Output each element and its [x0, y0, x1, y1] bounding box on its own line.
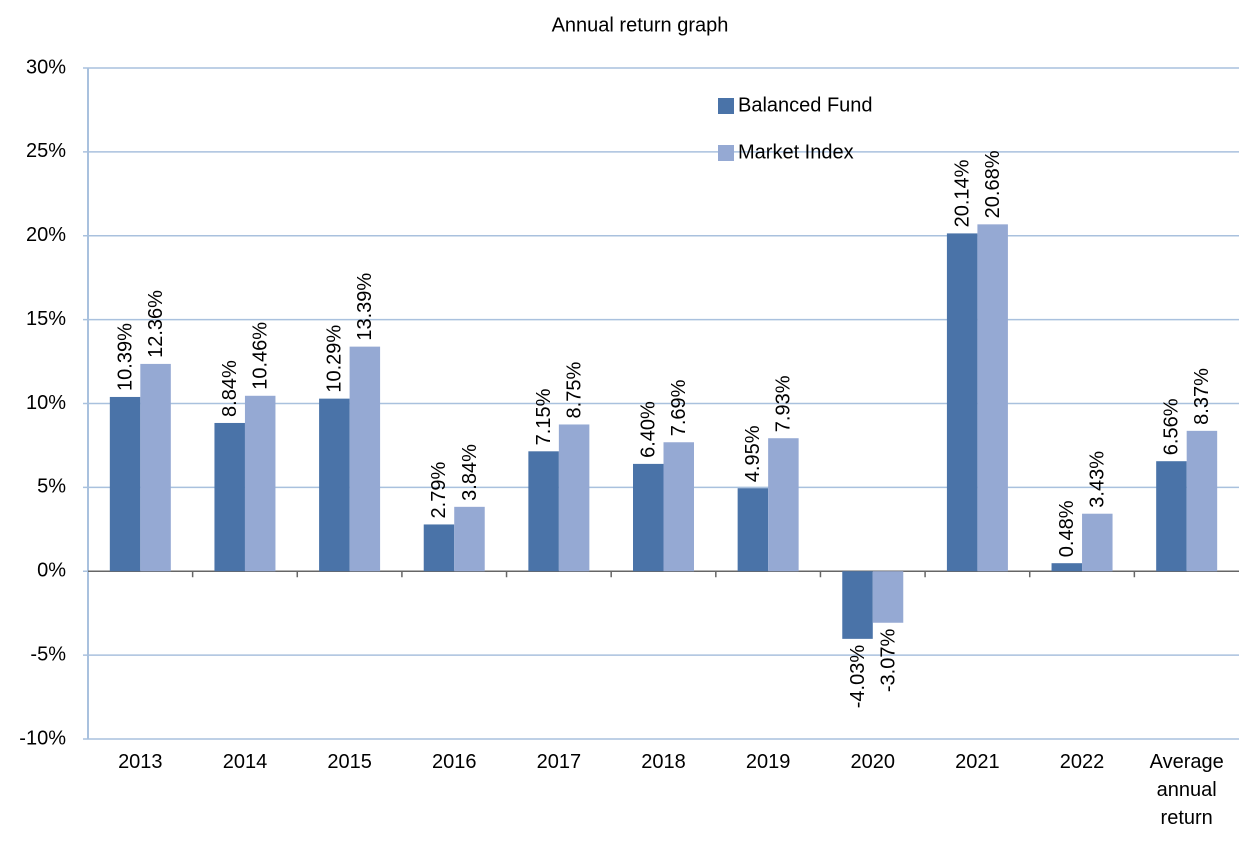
data-label: 7.93%: [773, 375, 795, 432]
y-tick-label: 5%: [37, 476, 66, 498]
bar: [319, 398, 350, 572]
y-tick-label: 25%: [26, 140, 66, 162]
data-label: 10.29%: [324, 325, 346, 393]
bar: [528, 451, 559, 572]
bar: [454, 506, 485, 572]
data-label: -3.07%: [877, 629, 899, 693]
bar: [737, 488, 769, 572]
y-tick-label: 15%: [26, 308, 66, 330]
bar: [663, 442, 694, 572]
x-tick-label: Average annual return: [1149, 751, 1224, 829]
x-tick-label: 2013: [118, 751, 163, 773]
data-label: 0.48%: [1056, 500, 1078, 557]
y-tick-label: 30%: [26, 56, 66, 78]
y-tick-label: 10%: [26, 392, 66, 414]
data-label: 7.15%: [533, 388, 555, 445]
x-tick-label: 2018: [641, 751, 686, 773]
x-tick-label: 2014: [222, 751, 268, 773]
bar: [768, 438, 799, 572]
x-tick-label: 2017: [536, 751, 582, 773]
bar: [1082, 513, 1113, 572]
x-tick-label: 2022: [1059, 751, 1105, 773]
data-label: 10.46%: [249, 322, 271, 390]
x-tick-label: 2021: [955, 751, 1000, 773]
data-label: 6.40%: [638, 401, 660, 458]
bar: [842, 571, 873, 639]
data-label: 3.84%: [459, 444, 481, 501]
bar: [1051, 563, 1083, 572]
data-label: 8.84%: [219, 360, 241, 417]
data-label: 8.75%: [563, 362, 585, 419]
legend-swatch: [718, 145, 734, 161]
data-label: -4.03%: [847, 645, 869, 709]
bar: [140, 363, 171, 572]
data-label: 8.37%: [1191, 368, 1213, 425]
data-label: 13.39%: [354, 273, 376, 341]
bar: [946, 233, 978, 572]
bar: [872, 571, 904, 623]
y-tick-label: 0%: [37, 560, 66, 582]
y-tick-label: 20%: [26, 224, 66, 246]
bar: [109, 396, 141, 572]
legend-label: Balanced Fund: [738, 94, 873, 116]
bar: [423, 524, 455, 572]
x-tick-label: 2020: [850, 751, 896, 773]
bar: [977, 224, 1008, 572]
x-tick-label: 2019: [745, 751, 791, 773]
y-tick-label: -10%: [19, 727, 66, 749]
data-label: 7.69%: [668, 379, 690, 436]
bar: [244, 395, 276, 572]
x-tick-label: 2016: [431, 751, 477, 773]
y-tick-label: -5%: [30, 643, 66, 665]
x-tick-label: 2015: [327, 751, 372, 773]
data-label: 3.43%: [1087, 451, 1109, 508]
bar: [1156, 461, 1187, 572]
data-label: 6.56%: [1161, 398, 1183, 455]
bar: [1186, 430, 1218, 572]
data-label: 12.36%: [145, 290, 167, 358]
bar: [558, 424, 590, 572]
bar: [214, 422, 245, 572]
data-label: 10.39%: [114, 323, 136, 391]
data-label: 2.79%: [428, 462, 450, 519]
legend-label: Market Index: [738, 141, 854, 163]
legend-swatch: [718, 98, 734, 114]
chart-title: Annual return graph: [552, 14, 729, 36]
bar: [633, 463, 664, 572]
data-label: 4.95%: [742, 425, 764, 482]
data-label: 20.68%: [982, 150, 1004, 218]
bar: [349, 346, 381, 572]
data-label: 20.14%: [951, 159, 973, 227]
